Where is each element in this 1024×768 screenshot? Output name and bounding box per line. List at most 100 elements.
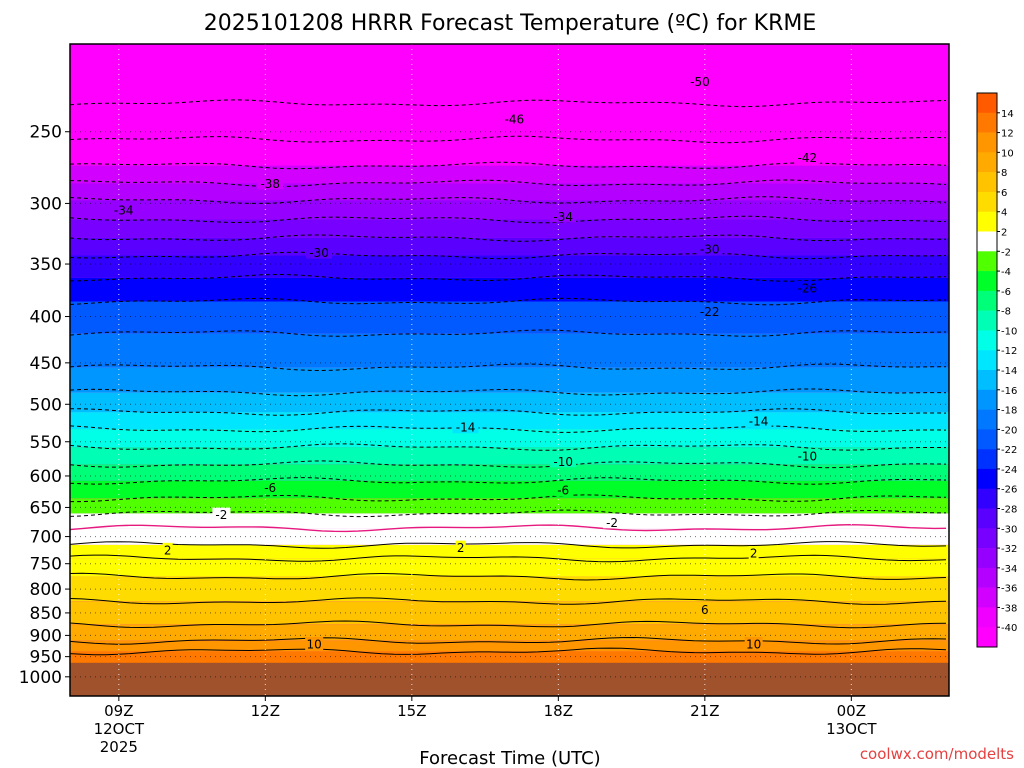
x-tick-label: 09Z <box>104 702 133 720</box>
y-tick-label: 900 <box>30 626 62 646</box>
colorbar-swatch <box>977 607 997 628</box>
isotherm-contour <box>69 135 947 144</box>
contour-label: 6 <box>701 603 709 617</box>
y-axis: 2503003504004505005506006507007508008509… <box>19 123 70 688</box>
colorbar-label: 14 <box>1001 109 1014 120</box>
colorbar-label: 10 <box>1001 148 1014 159</box>
colorbar-swatch <box>977 350 997 371</box>
chart-title: 2025101208 HRRR Forecast Temperature (ºC… <box>204 11 817 36</box>
colorbar-label: -4 <box>1001 267 1011 278</box>
temperature-band <box>70 624 949 641</box>
contour-label: -10 <box>553 455 573 469</box>
contour-label-bg <box>550 209 577 223</box>
contour-label: -10 <box>798 449 818 463</box>
colorbar-label: -16 <box>1001 386 1017 397</box>
temperature-band <box>70 333 949 368</box>
colorbar-swatch <box>977 409 997 430</box>
x-tick-label: 2025 <box>100 738 138 756</box>
contour-label-bg <box>696 304 723 318</box>
contour-label-bg <box>306 245 333 259</box>
temperature-band <box>70 429 949 448</box>
isotherm-contour <box>69 215 947 224</box>
colorbar-label: -10 <box>1001 326 1017 337</box>
colorbar-label: -22 <box>1001 445 1017 456</box>
colorbar-swatch <box>977 488 997 509</box>
colorbar-swatch <box>977 389 997 410</box>
isotherm-contour <box>69 477 947 485</box>
contour-label: 2 <box>750 547 758 561</box>
contour-label-bg <box>554 483 573 497</box>
contour-label-bg <box>110 202 137 216</box>
colorbar-label: -12 <box>1001 346 1017 357</box>
contour-label-bg <box>162 542 173 556</box>
temperature-band <box>70 480 949 499</box>
isotherm-contour <box>70 494 947 503</box>
isotherm-contour <box>69 251 947 260</box>
contour-label: -50 <box>690 75 710 89</box>
colorbar-label: -20 <box>1001 425 1017 436</box>
colorbar-swatch <box>977 449 997 470</box>
contour-label-bg <box>550 454 577 468</box>
x-axis-label: Forecast Time (UTC) <box>419 748 600 768</box>
contour-label: -6 <box>557 484 569 498</box>
contour-label: -6 <box>264 481 276 495</box>
temperature-band <box>70 165 949 184</box>
x-tick-label: 13OCT <box>826 720 877 738</box>
colorbar-swatch <box>977 528 997 549</box>
x-tick-label: 12OCT <box>94 720 145 738</box>
contour-label: -34 <box>553 210 573 224</box>
y-tick-label: 250 <box>30 123 62 143</box>
isotherm-contour <box>69 329 947 337</box>
colorbar-legend: 14 12 10 8 6 4 2 -2 -4 -6 -8 -10 -12 -14 -16 -18 -20 -22 -… <box>976 92 1017 648</box>
temperature-band <box>70 183 949 201</box>
colorbar-swatch <box>977 132 997 153</box>
contour-label-bg <box>305 637 324 651</box>
x-tick-label: 00Z <box>837 702 866 720</box>
colorbar-swatch <box>977 152 997 173</box>
contour-label-bg <box>696 242 723 256</box>
isotherm-contour <box>69 388 947 397</box>
isotherm-contour <box>69 297 947 306</box>
temperature-band <box>70 44 949 104</box>
colorbar-swatch <box>977 231 997 252</box>
temperature-band <box>70 498 949 514</box>
y-tick-label: 800 <box>30 580 62 600</box>
ground-surface <box>70 662 949 696</box>
contour-label-bg <box>699 602 710 616</box>
isotherm-contour <box>70 408 947 416</box>
plot-area: -50-46-42-38-34 -34-30 -30-26-22-14 -14-10-… <box>69 43 950 697</box>
isotherm-contour <box>69 179 947 188</box>
colorbar-label: -6 <box>1001 287 1011 298</box>
isotherm-contour <box>69 597 947 605</box>
colorbar-label: -14 <box>1001 366 1017 377</box>
y-tick-label: 550 <box>30 433 62 453</box>
isotherm-contour <box>69 509 947 518</box>
contour-label-bg <box>603 515 622 529</box>
contour-label: -14 <box>456 421 476 435</box>
colorbar-label: -36 <box>1001 584 1017 595</box>
y-tick-label: 750 <box>30 555 62 575</box>
contour-label: -38 <box>260 177 280 191</box>
colorbar-label: -32 <box>1001 544 1017 555</box>
colorbar-label: -8 <box>1001 307 1011 318</box>
x-tick-label: 15Z <box>397 702 426 720</box>
isotherm-contour <box>69 363 946 372</box>
y-tick-label: 850 <box>30 604 62 624</box>
colorbar-label: -28 <box>1001 505 1017 516</box>
x-tick-label: 18Z <box>544 702 573 720</box>
temperature-band <box>70 255 949 278</box>
temperature-band <box>70 219 949 238</box>
colorbar-label: 2 <box>1001 228 1007 239</box>
temperature-band <box>70 447 949 465</box>
isotherm-contour <box>69 541 947 549</box>
temperature-band <box>70 576 949 602</box>
colorbar-label: -24 <box>1001 465 1017 476</box>
contour-label: -30 <box>700 243 720 257</box>
y-tick-label: 1000 <box>19 668 62 688</box>
temperature-band <box>70 277 949 302</box>
contour-label-bg <box>212 507 231 521</box>
isotherm-contour <box>69 572 947 581</box>
contour-label: 10 <box>746 638 761 652</box>
contour-label-bg <box>261 480 280 494</box>
